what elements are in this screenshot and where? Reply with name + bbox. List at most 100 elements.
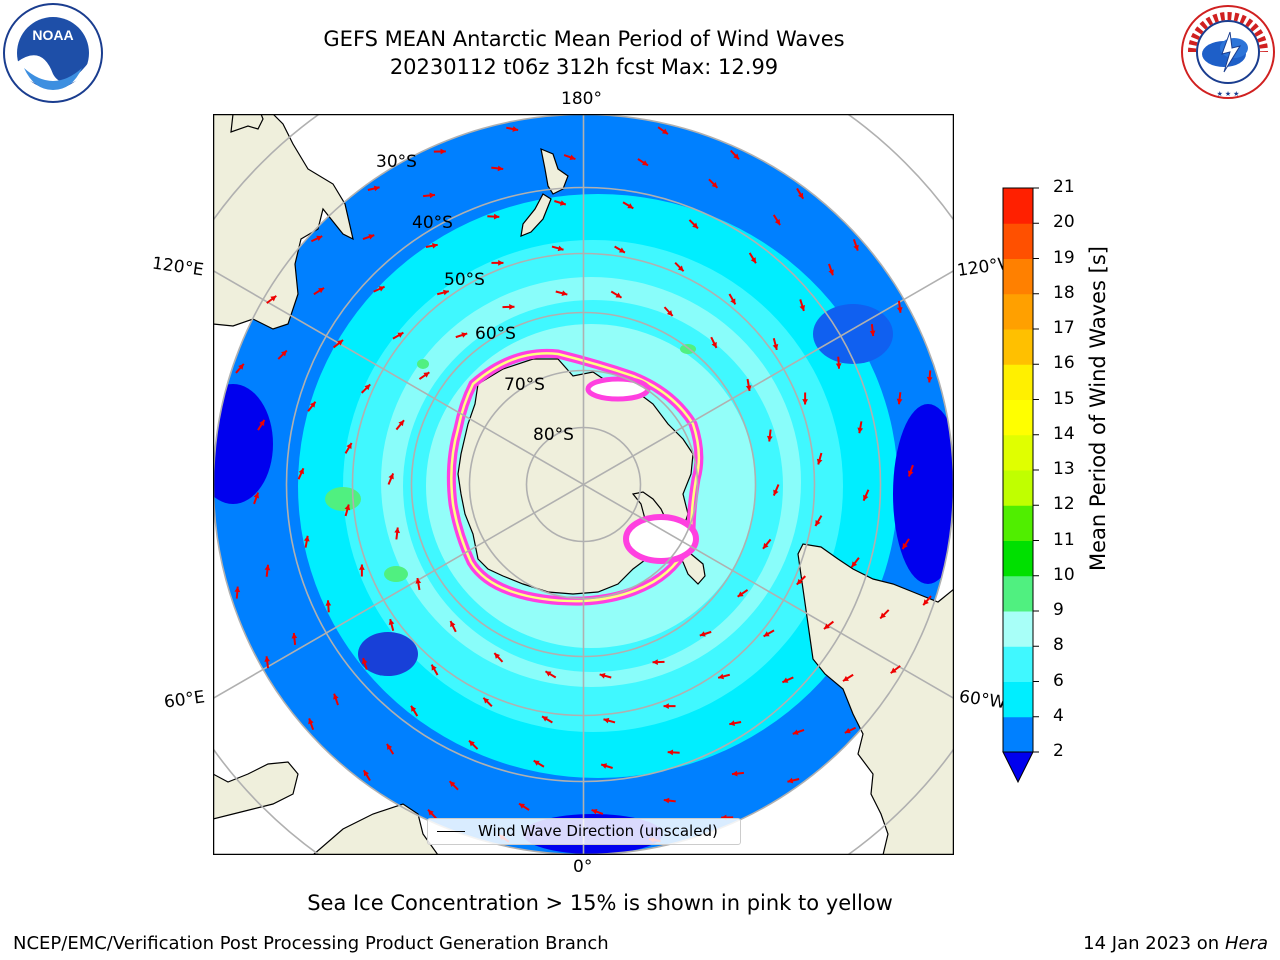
colorbar-segment (1003, 470, 1033, 506)
colorbar-tick-label: 10 (1053, 564, 1075, 585)
sea-ice (446, 348, 704, 606)
wind-wave-arrowhead (798, 192, 804, 199)
map-title: GEFS MEAN Antarctic Mean Period of Wind … (323, 27, 845, 51)
colorbar-segment (1003, 540, 1033, 577)
colorbar-segment (1003, 575, 1033, 612)
legend-label: Wind Wave Direction (unscaled) (478, 822, 718, 840)
wind-wave-arrowhead (663, 797, 670, 804)
colorbar-segment (1003, 223, 1033, 259)
wind-wave-arrowhead (449, 781, 456, 787)
wind-wave-arrowhead (851, 561, 858, 568)
wind-wave-arrowhead (601, 763, 608, 769)
colorbar-tick-label: 20 (1053, 212, 1075, 233)
wind-wave-arrowhead (325, 600, 332, 606)
wind-wave-arrowhead (428, 809, 434, 816)
lon-label-180: 180° (561, 89, 602, 109)
wind-wave-arrowhead (799, 305, 806, 311)
lat-label-60s: 60°S (475, 324, 516, 344)
wind-wave-arrowhead (411, 705, 417, 712)
colorbar-tick-label: 14 (1053, 423, 1075, 444)
wind-wave-arrowhead (782, 677, 789, 683)
wind-wave-arrowhead (615, 292, 622, 298)
colorbar-label: Mean Period of Wind Waves [s] (1086, 246, 1110, 571)
wind-wave-arrowhead (394, 527, 401, 534)
wind-wave-arrowhead (469, 740, 475, 747)
wind-wave-arrowhead (518, 803, 525, 809)
wind-wave-arrowhead (423, 372, 430, 378)
lat-label-50s: 50°S (444, 270, 485, 290)
wind-wave-arrowhead (512, 126, 519, 132)
wind-wave-arrowhead (666, 310, 673, 316)
wind-wave-arrowhead (902, 543, 908, 550)
wind-wave-arrowhead (308, 718, 314, 725)
wind-wave-arrowhead (750, 257, 756, 264)
wind-wave-arrowhead (344, 504, 351, 511)
wind-wave-arrowhead (270, 295, 277, 302)
wind-wave-arrowhead (291, 632, 298, 639)
wind-wave-arrowhead (828, 269, 834, 276)
wind-wave-arrowhead (815, 519, 821, 526)
wind-wave-arrowhead (835, 363, 842, 369)
lat-label-30s: 30°S (376, 152, 417, 172)
wind-wave-arrowhead (542, 716, 549, 722)
wind-wave-arrowhead (337, 340, 344, 346)
wind-wave-arrows (234, 126, 933, 843)
wind-wave-arrowhead (388, 473, 394, 480)
colorbar-segment (1003, 364, 1033, 400)
wind-wave-arrowhead (699, 631, 706, 637)
wind-wave-arrowhead (303, 535, 310, 542)
wind-wave-arrowhead (234, 586, 241, 593)
wind-wave-arrowhead (896, 398, 903, 405)
wind-wave-arrowhead (388, 619, 395, 625)
wind-wave-arrowhead (461, 332, 468, 338)
colorbar-tick-label: 18 (1053, 282, 1075, 303)
wind-wave-arrowhead (397, 332, 404, 338)
lon-label-120e: 120°E (150, 253, 205, 281)
colorbar-tick-label: 21 (1053, 177, 1075, 197)
wind-wave-arrowhead (642, 160, 649, 166)
footer-date-text: 14 Jan 2023 on (1083, 933, 1225, 954)
lat-label-80s: 80°S (533, 425, 574, 445)
nws-logo: ★ ★ ★ (1181, 5, 1275, 99)
wind-wave-arrowhead (259, 419, 265, 426)
polar-map (213, 114, 954, 855)
colorbar-tick-label: 11 (1053, 529, 1075, 550)
wind-wave-arrowhead (386, 743, 393, 750)
noaa-logo-text: NOAA (32, 27, 73, 43)
colorbar-tick-label: 13 (1053, 459, 1075, 479)
colorbar-tick-label: 9 (1053, 600, 1064, 620)
wind-wave-arrowhead (745, 385, 752, 391)
wind-wave-arrowhead (733, 153, 739, 160)
wind-wave-arrowhead (364, 384, 371, 391)
colorbar-segment (1003, 188, 1033, 224)
wind-wave-arrowhead (493, 213, 500, 220)
wind-wave-arrowhead (561, 290, 568, 296)
wind-wave-arrowhead (692, 222, 698, 229)
colorbar-segment (1003, 681, 1033, 718)
wind-wave-arrowhead (603, 717, 610, 724)
colorbar-tick-label: 12 (1053, 494, 1075, 515)
wind-wave-arrowhead (662, 128, 668, 135)
wind-wave-arrowhead (316, 235, 323, 241)
wind-wave-arrowhead (318, 287, 325, 294)
wind-wave-arrowhead (627, 203, 634, 209)
wind-wave-arrowhead (557, 245, 564, 252)
colorbar-segment (1003, 716, 1033, 753)
lat-label-40s: 40°S (412, 213, 453, 233)
wind-wave-arrowhead (253, 492, 260, 499)
wind-wave-arrowhead (298, 468, 304, 475)
wind-wave-arrowhead (415, 578, 422, 584)
wind-wave-arrowhead (823, 623, 830, 629)
wind-wave-arrowhead (432, 242, 438, 249)
colorbar (1002, 187, 1039, 784)
wind-wave-arrowhead (599, 673, 606, 679)
wind-wave-arrowhead (718, 673, 724, 680)
wind-wave-arrowhead (533, 760, 540, 766)
wind-wave-arrowhead (498, 260, 504, 266)
wind-wave-arrowhead (890, 667, 897, 674)
colorbar-segment (1003, 329, 1033, 365)
sea-ice-caption: Sea Ice Concentration > 15% is shown in … (307, 891, 893, 915)
wind-wave-arrowhead (816, 458, 823, 465)
wind-wave-arrowhead (497, 165, 504, 172)
colorbar-extend-arrow (1002, 751, 1034, 784)
